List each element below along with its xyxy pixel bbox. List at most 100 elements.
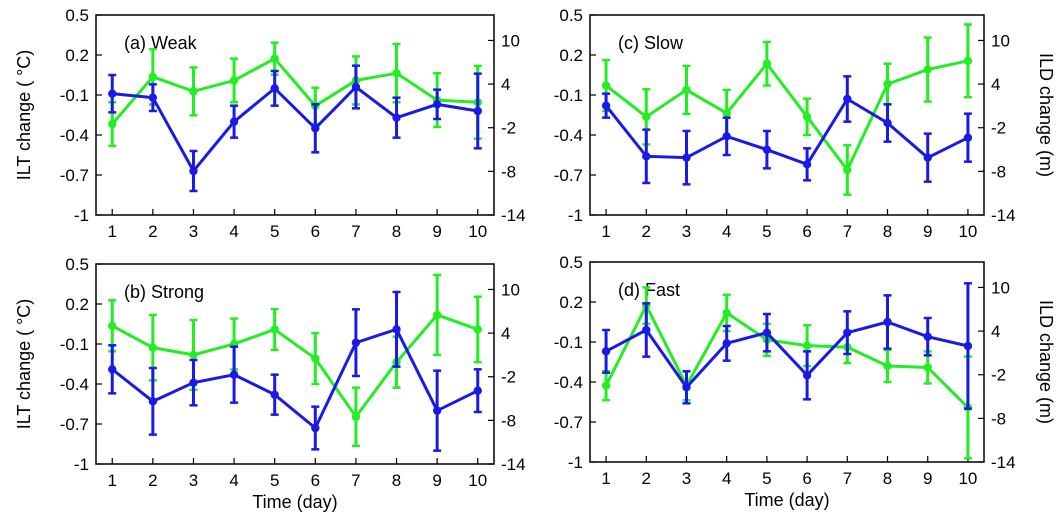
data-point bbox=[311, 423, 320, 433]
x-axis-label: Time (day) bbox=[744, 490, 829, 510]
x-tick-label: 5 bbox=[270, 222, 279, 241]
x-tick-label: 4 bbox=[722, 222, 731, 241]
x-tick-label: 3 bbox=[682, 469, 691, 488]
data-point bbox=[843, 165, 852, 175]
series-line bbox=[112, 85, 478, 174]
x-tick-label: 8 bbox=[883, 469, 892, 488]
x-tick-label: 6 bbox=[311, 222, 320, 241]
x-tick-label: 5 bbox=[762, 469, 771, 488]
x-tick-label: 6 bbox=[802, 222, 811, 241]
data-point bbox=[923, 332, 932, 341]
x-tick-label: 6 bbox=[311, 471, 320, 490]
x-tick-label: 4 bbox=[229, 471, 238, 490]
data-point bbox=[311, 124, 320, 133]
data-point bbox=[601, 101, 611, 110]
x-tick-label: 3 bbox=[189, 471, 198, 490]
left-tick-label: 0.2 bbox=[65, 295, 89, 314]
x-tick-label: 8 bbox=[392, 222, 401, 241]
series-line bbox=[111, 327, 479, 431]
data-point bbox=[722, 108, 731, 118]
x-tick-label: 4 bbox=[229, 222, 238, 241]
left-tick-label: -0.4 bbox=[554, 126, 583, 145]
left-tick-label: -0.4 bbox=[60, 375, 89, 394]
left-tick-label: -0.1 bbox=[554, 86, 583, 105]
data-point bbox=[270, 390, 279, 399]
y-axis-label-right: ILD change (m) bbox=[1036, 53, 1056, 177]
x-tick-label: 9 bbox=[923, 222, 932, 241]
plot-frame bbox=[95, 263, 495, 465]
data-point bbox=[148, 93, 158, 102]
right-tick-label: -2 bbox=[991, 366, 1006, 385]
data-point bbox=[682, 383, 691, 392]
left-tick-label: -0.7 bbox=[60, 166, 89, 185]
data-point bbox=[802, 341, 812, 350]
data-point bbox=[762, 59, 772, 68]
x-tick-label: 10 bbox=[468, 222, 487, 241]
plot-frame bbox=[589, 261, 985, 463]
series-line bbox=[604, 302, 969, 409]
plot-frame bbox=[589, 14, 985, 216]
data-point bbox=[473, 106, 482, 116]
series-line bbox=[111, 56, 478, 126]
x-tick-label: 5 bbox=[762, 222, 771, 241]
right-tick-label: 4 bbox=[501, 324, 510, 343]
right-tick-label: -2 bbox=[501, 119, 516, 138]
data-point bbox=[601, 81, 611, 90]
data-point bbox=[473, 386, 482, 395]
data-point bbox=[108, 119, 117, 129]
left-tick-label: 0.5 bbox=[65, 255, 89, 274]
data-point bbox=[351, 82, 361, 92]
left-tick-label: 0.5 bbox=[559, 6, 583, 25]
right-tick-label: 10 bbox=[501, 31, 520, 50]
panel-title: (c) Slow bbox=[618, 33, 684, 53]
left-tick-label: 0.5 bbox=[559, 253, 583, 272]
data-point bbox=[148, 72, 158, 82]
series-line bbox=[605, 320, 969, 390]
data-point bbox=[148, 397, 158, 406]
left-tick-label: -0.1 bbox=[554, 333, 583, 352]
data-point bbox=[270, 84, 279, 93]
right-tick-label: -8 bbox=[501, 162, 516, 181]
data-point bbox=[963, 56, 973, 66]
x-tick-label: 4 bbox=[722, 469, 731, 488]
series-line bbox=[605, 59, 969, 173]
right-tick-label: 10 bbox=[991, 278, 1010, 297]
left-tick-label: -1 bbox=[74, 206, 89, 225]
x-tick-label: 5 bbox=[270, 471, 279, 490]
data-point bbox=[802, 112, 812, 122]
right-tick-label: 4 bbox=[991, 75, 1000, 94]
right-tick-label: -14 bbox=[991, 453, 1016, 472]
x-tick-label: 1 bbox=[601, 469, 610, 488]
x-tick-label: 1 bbox=[601, 222, 610, 241]
left-tick-label: -1 bbox=[568, 453, 583, 472]
data-point bbox=[229, 76, 239, 85]
data-point bbox=[432, 310, 442, 320]
data-point bbox=[682, 85, 691, 95]
data-point bbox=[802, 160, 812, 169]
data-point bbox=[189, 350, 198, 360]
left-tick-label: 0.2 bbox=[559, 293, 583, 312]
data-point bbox=[270, 325, 279, 334]
data-point bbox=[601, 347, 611, 356]
data-point bbox=[963, 133, 973, 142]
left-tick-label: -0.1 bbox=[60, 335, 89, 354]
left-tick-label: 0.2 bbox=[559, 46, 583, 65]
right-tick-label: 4 bbox=[501, 75, 510, 94]
left-tick-label: -0.1 bbox=[60, 86, 89, 105]
x-tick-label: 6 bbox=[802, 469, 811, 488]
x-tick-label: 8 bbox=[883, 222, 892, 241]
data-point bbox=[108, 89, 117, 98]
data-point bbox=[432, 406, 442, 415]
y-axis-label-left: ILT change ( °C) bbox=[14, 299, 34, 430]
x-tick-label: 7 bbox=[351, 471, 360, 490]
x-tick-label: 10 bbox=[958, 222, 977, 241]
x-tick-label: 7 bbox=[843, 222, 852, 241]
x-tick-label: 9 bbox=[923, 469, 932, 488]
data-point bbox=[270, 54, 279, 63]
data-point bbox=[883, 361, 892, 371]
data-point bbox=[722, 132, 731, 141]
data-point bbox=[722, 339, 731, 348]
data-point bbox=[883, 118, 892, 128]
data-point bbox=[432, 100, 442, 109]
